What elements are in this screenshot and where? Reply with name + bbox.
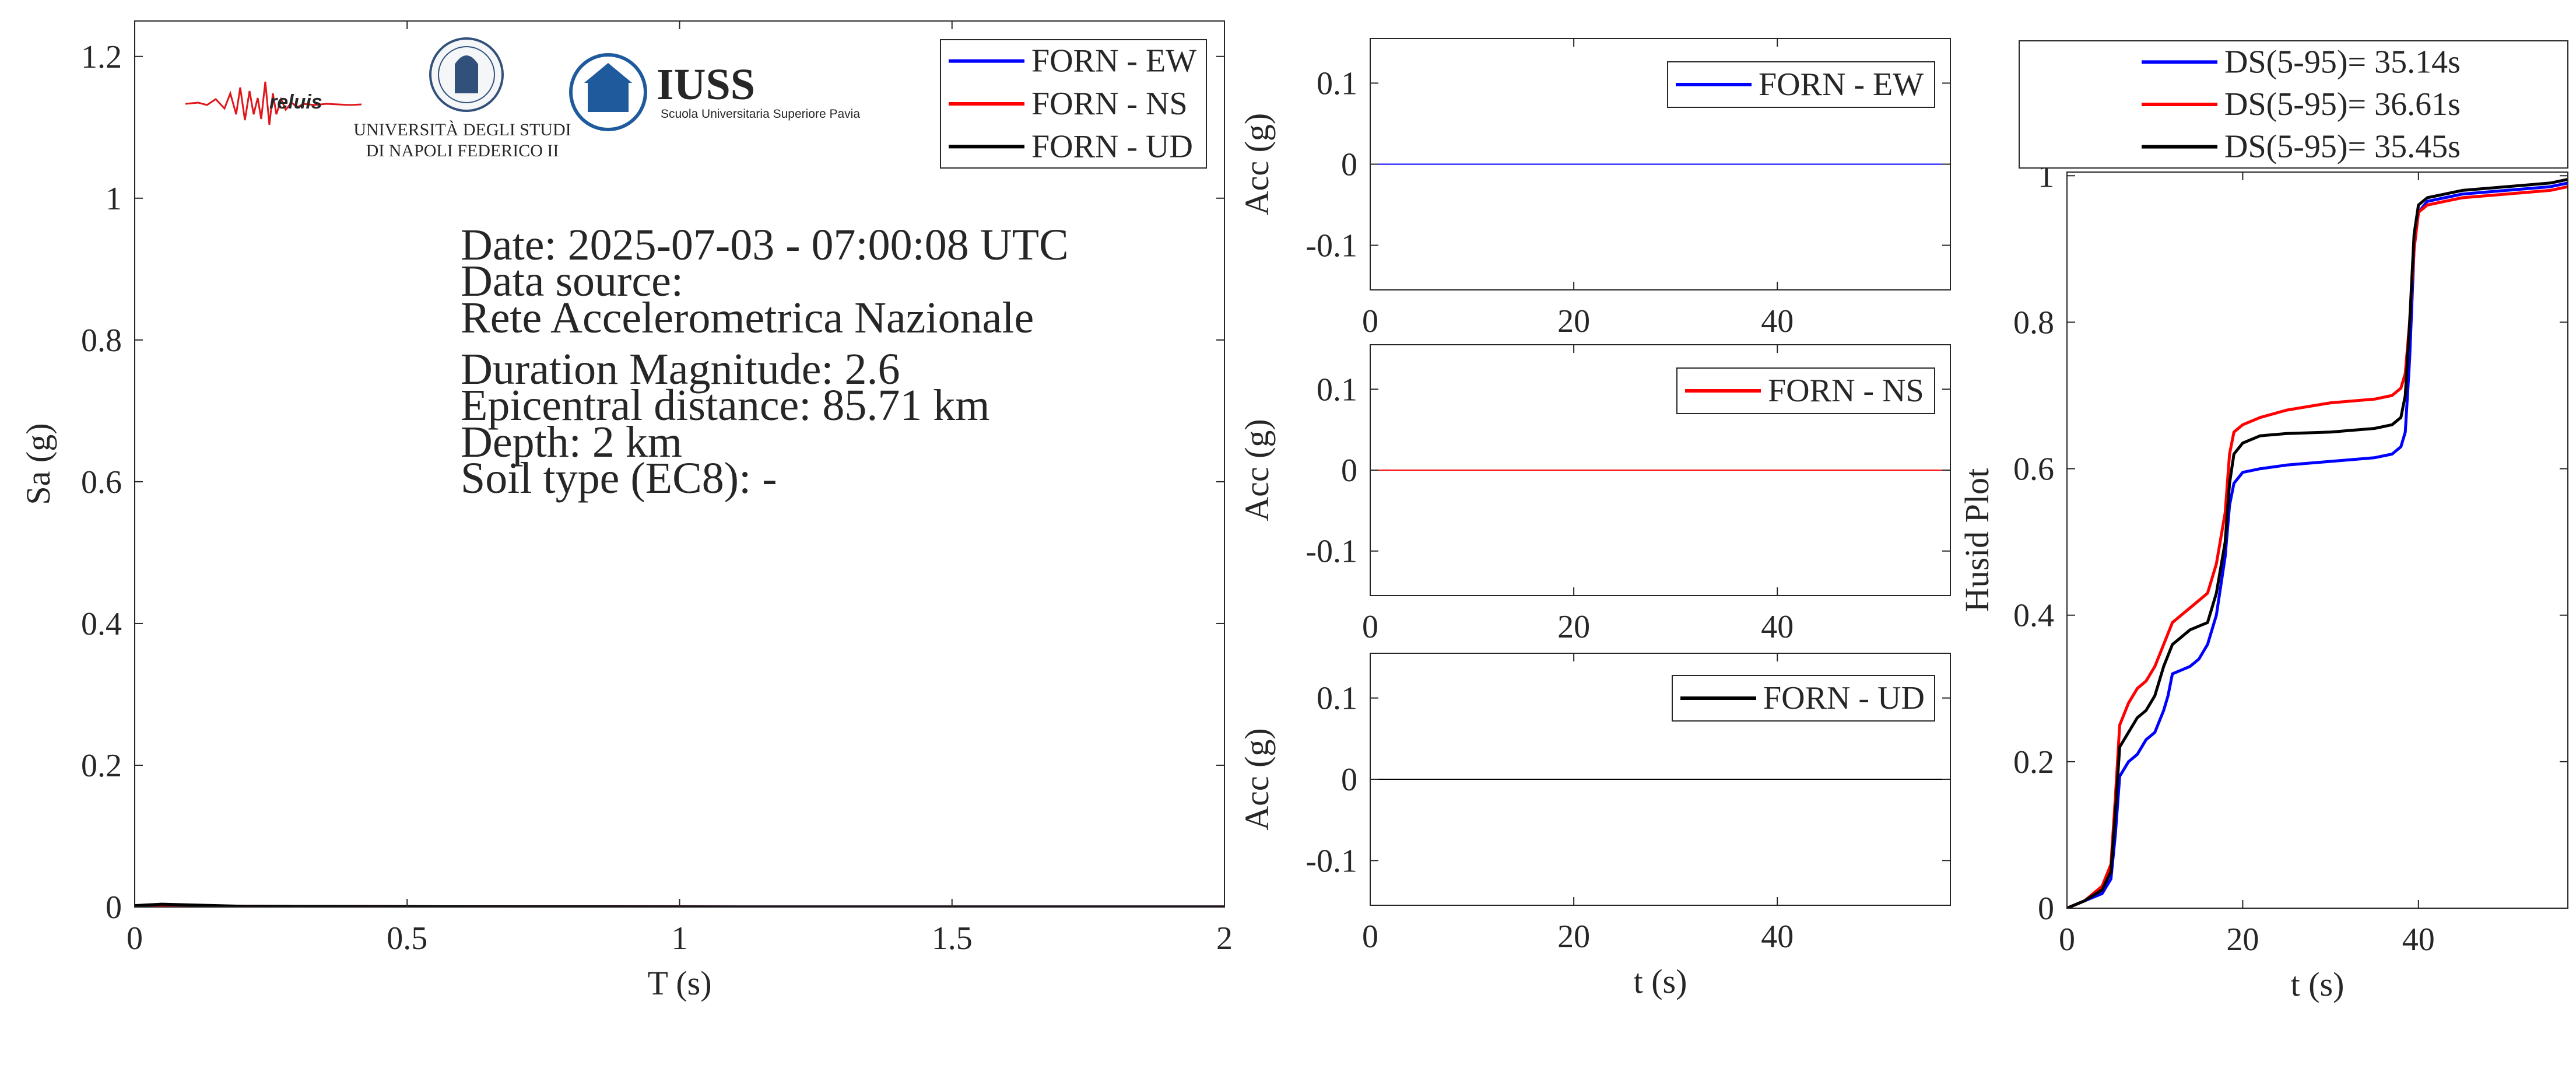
unina-line2: DI NAPOLI FEDERICO II: [366, 141, 559, 160]
y-tick-label-spectrum-2: 0.4: [81, 606, 122, 642]
x-tick-label-acc_ud-2: 40: [1761, 919, 1794, 955]
chart-spectrum: 0 0.5 1 1.5 2 0 0.2 0.4 0.6 0.8 1 1.2 T (s) Sa (g) FOR…: [19, 20, 1233, 1002]
data-source-name: Rete Accelerometrica Nazionale: [461, 293, 1034, 342]
x-tick-label-spectrum-3: 1.5: [932, 920, 973, 957]
legend-acc_ns: FORN - NS: [1676, 367, 1935, 414]
y-axis-label-spectrum: Sa (g): [19, 423, 57, 505]
legend-label-husid-2: DS(5-95)= 35.45s: [2224, 129, 2461, 165]
x-tick-label-acc_ud-1: 20: [1557, 919, 1590, 955]
unina-seal-ring: [438, 46, 495, 103]
reluis-seismogram-icon: [185, 81, 362, 125]
y-axis-label-acc_ns: Acc (g): [1238, 419, 1276, 521]
legend-acc_ew: FORN - EW: [1667, 61, 1935, 108]
x-tick-label-spectrum-0: 0: [127, 920, 143, 957]
y-tick-label-acc_ns-0: -0.1: [1305, 534, 1357, 570]
legend-label-spectrum-2: FORN - UD: [1031, 128, 1193, 164]
y-tick-label-acc_ud-1: 0: [1341, 762, 1357, 798]
y-tick-label-husid-0: 0: [2038, 891, 2054, 927]
depth: Depth: 2 km: [461, 418, 682, 467]
y-tick-label-spectrum-5: 1: [106, 181, 122, 217]
series-line-husid-2: [2067, 178, 2568, 908]
y-tick-label-spectrum-1: 0.2: [81, 748, 122, 784]
y-tick-label-husid-1: 0.2: [2013, 744, 2054, 780]
y-tick-label-acc_ud-0: -0.1: [1305, 843, 1357, 879]
soil-type: Soil type (EC8): -: [461, 454, 777, 503]
event-info: Date: 2025-07-03 - 07:00:08 UTC Data sou…: [461, 220, 1069, 503]
y-tick-label-husid-4: 0.8: [2013, 304, 2054, 341]
y-tick-label-spectrum-4: 0.8: [81, 323, 122, 359]
y-tick-label-spectrum-3: 0.6: [81, 464, 122, 500]
legend-label-acc_ns-0: FORN - NS: [1768, 373, 1924, 409]
x-tick-label-acc_ns-1: 20: [1557, 609, 1590, 645]
x-tick-label-spectrum-1: 0.5: [387, 920, 427, 957]
legend-label-husid-0: DS(5-95)= 35.14s: [2224, 44, 2461, 80]
x-tick-label-acc_ns-0: 0: [1362, 609, 1378, 645]
x-tick-label-husid-0: 0: [2059, 922, 2075, 958]
x-tick-label-spectrum-2: 1: [672, 920, 688, 957]
iuss-building-icon: [588, 82, 629, 112]
unina-seal-figure-icon: [455, 55, 478, 93]
y-tick-label-husid-3: 0.6: [2013, 451, 2054, 488]
legend-acc_ud: FORN - UD: [1672, 675, 1935, 722]
legend-label-spectrum-1: FORN - NS: [1031, 86, 1188, 122]
y-tick-label-acc_ns-1: 0: [1341, 453, 1357, 489]
iuss-title: IUSS: [657, 60, 755, 109]
reluis-wordmark: reluis: [269, 91, 322, 113]
x-tick-label-husid-1: 20: [2226, 922, 2259, 958]
y-tick-label-acc_ew-1: 0: [1341, 147, 1357, 183]
x-axis-label-spectrum: T (s): [647, 964, 711, 1002]
logo-reluis: reluis: [185, 81, 362, 125]
legend-label-acc_ew-0: FORN - EW: [1759, 66, 1924, 103]
x-tick-label-acc_ns-2: 40: [1761, 609, 1794, 645]
x-tick-label-husid-2: 40: [2402, 922, 2435, 958]
x-tick-label-spectrum-4: 2: [1216, 920, 1233, 957]
event-date: Date: 2025-07-03 - 07:00:08 UTC: [461, 220, 1069, 269]
data-source-label: Data source:: [461, 257, 683, 306]
legend-box-husid: [2019, 40, 2568, 169]
legend-husid: DS(5-95)= 35.14s DS(5-95)= 36.61s DS(5-95)…: [2019, 40, 2568, 169]
axes-box-husid: [2066, 171, 2568, 909]
y-tick-label-acc_ew-2: 0.1: [1317, 65, 1357, 101]
y-axis-label-acc_ew: Acc (g): [1238, 113, 1276, 216]
chart-acc_ew: 0 20 40 -0.1 0 0.1 Acc (g) FORN - EW: [1238, 38, 1951, 339]
y-axis-label-acc_ud: Acc (g): [1238, 728, 1276, 831]
logo-unina: UNIVERSITÀ DEGLI STUDI DI NAPOLI FEDERIC…: [353, 37, 571, 160]
iuss-subtitle: Scuola Universitaria Superiore Pavia: [661, 107, 860, 121]
x-axis-label-husid: t (s): [2291, 965, 2345, 1003]
y-tick-label-husid-2: 0.4: [2013, 598, 2054, 634]
x-tick-label-acc_ew-1: 20: [1557, 303, 1590, 339]
x-tick-label-acc_ew-0: 0: [1362, 303, 1378, 339]
plots-layer: 0 0.5 1 1.5 200.20.40.60.811.2T (s)Sa (g)FOR…: [19, 20, 2568, 1003]
y-tick-label-acc_ud-2: 0.1: [1317, 681, 1357, 717]
legend-label-acc_ud-0: FORN - UD: [1763, 680, 1925, 716]
duration-magnitude: Duration Magnitude: 2.6: [461, 345, 900, 394]
y-tick-label-spectrum-6: 1.2: [81, 39, 122, 75]
legend-spectrum: FORN - EW FORN - NS FORN - UD: [940, 39, 1207, 169]
chart-acc_ud: 0 20 40 -0.1 0 0.1 t (s) Acc (g) FORN - UD: [1238, 653, 1951, 1000]
x-tick-label-acc_ew-2: 40: [1761, 303, 1794, 339]
legend-label-spectrum-0: FORN - EW: [1031, 43, 1196, 79]
y-tick-label-acc_ew-0: -0.1: [1305, 228, 1357, 264]
x-tick-label-acc_ud-0: 0: [1362, 919, 1378, 955]
x-axis-label-acc_ud: t (s): [1634, 962, 1687, 1000]
unina-line1: UNIVERSITÀ DEGLI STUDI: [353, 120, 571, 139]
logo-iuss: IUSS Scuola Universitaria Superiore Pavi…: [569, 53, 860, 131]
y-tick-label-acc_ns-2: 0.1: [1317, 372, 1357, 408]
y-tick-label-spectrum-0: 0: [106, 890, 122, 926]
chart-acc_ns: 0 20 40 -0.1 0 0.1 Acc (g) FORN - NS: [1238, 344, 1951, 645]
iuss-roof-icon: [584, 63, 632, 83]
y-axis-label-husid: Husid Plot: [1958, 468, 1996, 612]
legend-label-husid-1: DS(5-95)= 36.61s: [2224, 86, 2461, 122]
epicentral-distance: Epicentral distance: 85.71 km: [461, 381, 990, 430]
